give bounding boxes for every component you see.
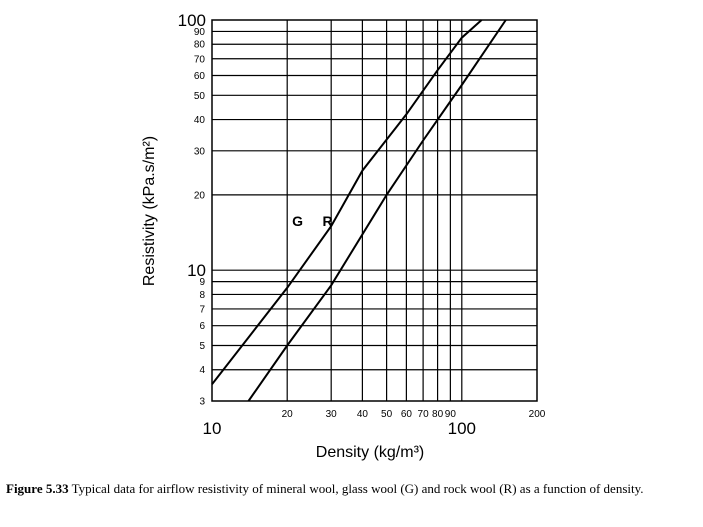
y-tick-label-90: 90 bbox=[194, 27, 206, 38]
x-tick-label-60: 60 bbox=[401, 409, 413, 420]
y-tick-label-50: 50 bbox=[194, 91, 206, 102]
y-tick-label-100: 100 bbox=[178, 11, 206, 30]
grid bbox=[212, 20, 537, 401]
series-lines bbox=[211, 19, 507, 402]
y-tick-label-6: 6 bbox=[199, 321, 205, 332]
series-label-g: G bbox=[292, 213, 303, 229]
y-tick-label-20: 20 bbox=[194, 190, 206, 201]
x-tick-label-70: 70 bbox=[418, 409, 430, 420]
plot-frame bbox=[211, 19, 538, 402]
y-tick-label-80: 80 bbox=[194, 40, 206, 51]
figure-caption: Figure 5.33 Typical data for airflow res… bbox=[6, 480, 696, 497]
y-tick-label-40: 40 bbox=[194, 115, 206, 126]
series-line-r bbox=[247, 19, 507, 402]
x-tick-label-50: 50 bbox=[381, 409, 393, 420]
x-tick-label-80: 80 bbox=[432, 409, 444, 420]
x-tick-label-20: 20 bbox=[282, 409, 294, 420]
x-tick-label-100: 100 bbox=[448, 419, 476, 438]
x-tick-labels: 20 30 40 50 60 70 80 90 200 10 100 bbox=[203, 409, 546, 438]
x-tick-label-30: 30 bbox=[326, 409, 338, 420]
caption-text: Typical data for airflow resistivity of … bbox=[68, 481, 644, 496]
y-tick-label-3: 3 bbox=[199, 397, 205, 408]
y-tick-label-5: 5 bbox=[199, 341, 205, 352]
series-label-r: R bbox=[322, 213, 332, 229]
y-axis-label: Resistivity (kPa.s/m²) bbox=[141, 136, 158, 286]
y-tick-label-10: 10 bbox=[187, 261, 206, 280]
y-tick-label-70: 70 bbox=[194, 54, 206, 65]
x-tick-label-90: 90 bbox=[445, 409, 457, 420]
y-tick-label-4: 4 bbox=[199, 365, 205, 376]
figure-label: Figure 5.33 bbox=[6, 481, 69, 496]
y-tick-label-8: 8 bbox=[199, 290, 205, 301]
x-tick-label-40: 40 bbox=[357, 409, 369, 420]
y-tick-label-30: 30 bbox=[194, 146, 206, 157]
x-axis-label: Density (kg/m³) bbox=[316, 444, 424, 461]
y-tick-label-7: 7 bbox=[199, 304, 205, 315]
y-tick-labels: 3 4 5 6 7 8 9 20 30 40 50 60 70 80 90 10 100 bbox=[178, 11, 206, 408]
y-tick-label-9: 9 bbox=[199, 277, 205, 288]
x-tick-label-10: 10 bbox=[203, 419, 222, 438]
series-line-g bbox=[211, 19, 483, 385]
x-tick-label-200: 200 bbox=[529, 409, 546, 420]
y-tick-label-60: 60 bbox=[194, 71, 206, 82]
